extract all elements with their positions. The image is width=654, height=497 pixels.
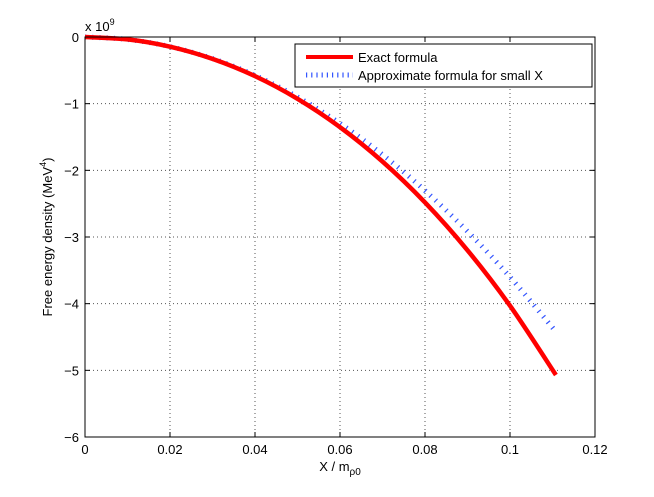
x-tick-label: 0.02 xyxy=(157,442,182,457)
x-tick-label: 0.1 xyxy=(501,442,519,457)
x-tick-label: 0.06 xyxy=(327,442,352,457)
x-tick-label: 0.04 xyxy=(242,442,267,457)
legend-label-exact: Exact formula xyxy=(358,50,438,65)
series-line-exact xyxy=(84,34,558,377)
y-tick-label: −6 xyxy=(64,430,79,445)
grid xyxy=(85,37,595,437)
x-tick-label: 0.08 xyxy=(412,442,437,457)
y-tick-label: 0 xyxy=(72,30,79,45)
y-tick-label: −5 xyxy=(64,363,79,378)
legend-label-approx: Approximate formula for small X xyxy=(358,68,543,83)
ticks: 0 0.02 0.04 0.06 0.08 0.1 0.12 −6 −5 −4 −3 −2 −1 0 xyxy=(64,30,607,457)
y-multiplier: x 109 xyxy=(85,17,115,34)
x-tick-label: 0.12 xyxy=(582,442,607,457)
legend: Exact formula Approximate formula for sm… xyxy=(294,43,593,88)
series-layer xyxy=(84,34,558,377)
y-axis-label: Free energy density (MeV4) xyxy=(38,158,55,317)
y-tick-label: −4 xyxy=(64,297,79,312)
y-tick-label: −1 xyxy=(64,97,79,112)
legend-box xyxy=(294,43,593,88)
x-tick-label: 0 xyxy=(81,442,88,457)
y-tick-label: −2 xyxy=(64,163,79,178)
y-tick-label: −3 xyxy=(64,230,79,245)
x-axis-label: X / mρ0 xyxy=(319,459,361,478)
